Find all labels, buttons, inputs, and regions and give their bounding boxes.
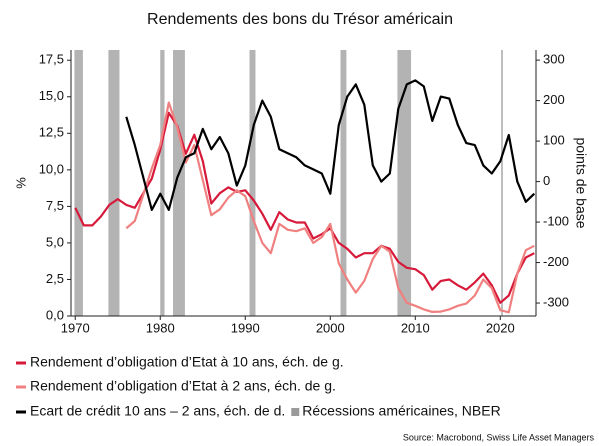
recession-band [108,50,120,316]
y2-tick-label: 200 [543,92,565,107]
y-tick-label: 7,5 [46,198,64,213]
y-tick-label: 10,0 [39,161,64,176]
recession-band [501,50,503,316]
y-tick-label: 0,0 [46,307,64,322]
recession-band [160,50,165,316]
series-line [74,111,535,304]
x-tick-label: 1970 [61,320,90,335]
recession-band [249,50,256,316]
y2-tick-label: 100 [543,133,565,148]
y2-tick-label: -300 [543,294,569,309]
x-tick-label: 2000 [316,320,345,335]
recession-band [340,50,347,316]
series-line [125,101,535,314]
y2-tick-label: 0 [543,173,550,188]
source: Source: Macrobond, Swiss Life Asset Mana… [403,432,595,442]
recession-band [173,50,185,316]
y2-axis-label: points de base [573,137,589,228]
x-tick-label: 1990 [231,320,260,335]
x-tick-label: 1980 [146,320,175,335]
recession-band [74,50,83,316]
y2-tick-label: -200 [543,254,569,269]
legend-label: Rendement d’obligation d’Etat à 10 ans, … [30,354,344,370]
y2-tick-label: 300 [543,52,565,67]
y-tick-label: 5,0 [46,234,64,249]
legend-label: Ecart de crédit 10 ans – 2 ans, éch. de … [30,403,285,419]
y-axis-label: % [13,177,28,189]
legend-swatch [291,408,300,416]
x-tick-label: 2020 [486,320,515,335]
recession-band [397,50,412,316]
x-tick-label: 2010 [401,320,430,335]
legend-label: Rendement d’obligation d’Etat à 2 ans, é… [30,378,336,394]
y-tick-label: 17,5 [39,52,64,67]
y-tick-label: 15,0 [39,88,64,103]
chart-title: Rendements des bons du Trésor américain [147,11,453,28]
legend-label: Récessions américaines, NBER [302,403,500,419]
y-tick-label: 2,5 [46,271,64,286]
y-tick-label: 12,5 [39,125,64,140]
y2-tick-label: -100 [543,214,569,229]
series-line [125,79,536,211]
